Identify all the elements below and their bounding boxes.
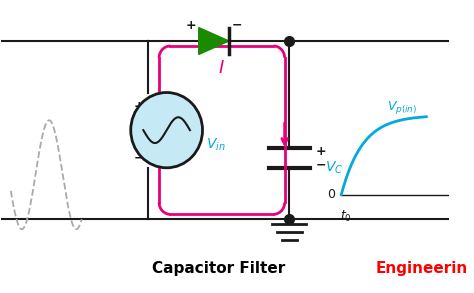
Text: $\it{I}$: $\it{I}$: [219, 59, 225, 77]
Text: $V_{p(in)}$: $V_{p(in)}$: [387, 99, 417, 116]
Text: Capacitor Filter: Capacitor Filter: [152, 261, 285, 276]
Polygon shape: [199, 28, 229, 54]
Circle shape: [131, 93, 202, 168]
Text: −: −: [134, 151, 145, 164]
Text: $t_0$: $t_0$: [340, 208, 352, 224]
Text: −: −: [316, 158, 326, 171]
Text: $V_C$: $V_C$: [325, 160, 344, 176]
Text: +: +: [134, 100, 145, 113]
Text: +: +: [186, 19, 197, 32]
Text: 0: 0: [327, 188, 335, 201]
Text: Engineerin: Engineerin: [375, 261, 468, 276]
Text: $V_{in}$: $V_{in}$: [206, 137, 226, 153]
Text: −: −: [231, 19, 242, 32]
Text: +: +: [316, 145, 327, 159]
